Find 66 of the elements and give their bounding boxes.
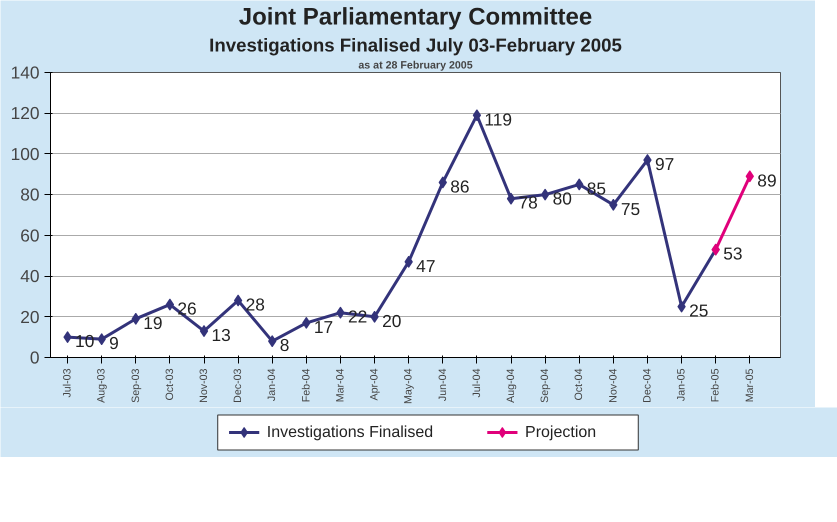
x-tick-label: Jul-03 [62,368,74,398]
x-tick-label: Feb-05 [710,368,722,402]
point [677,300,686,313]
point [370,310,379,323]
x-tick-label: Jun-04 [436,368,449,402]
y-tick-label: 100 [10,144,40,164]
x-tick-label: Jul-04 [470,368,483,398]
point [63,331,72,344]
data-label: 78 [518,192,538,213]
data-label: 25 [689,300,708,321]
y-tick-label: 80 [20,184,40,205]
point [200,325,208,338]
data-label: 80 [552,188,572,209]
legend-label: Projection [525,424,596,441]
x-tick-label: Apr-04 [368,368,381,400]
y-tick-label: 20 [20,306,40,327]
x-tick-label: Feb-04 [300,368,312,402]
data-label: 26 [177,298,197,319]
point [472,109,482,122]
x-tick-label: Sep-04 [539,368,552,403]
y-tick-label: 140 [10,62,40,82]
data-label: 13 [212,325,231,346]
point [234,294,242,306]
x-tick-label: Oct-04 [573,368,586,400]
x-tick-label: Jan-05 [676,368,688,402]
data-label: 9 [109,333,119,354]
x-tick-label: Sep-03 [130,368,142,403]
data-label: 17 [314,316,334,337]
x-tick-label: Oct-03 [164,368,176,400]
point [166,298,174,311]
data-label: 75 [620,198,640,219]
point [540,188,550,201]
data-label: 86 [450,176,470,196]
data-label: 89 [757,170,777,190]
chart-subtitle: Investigations Finalised July 03-February 2005 [209,34,622,56]
point [302,316,311,329]
data-label: 53 [723,244,742,264]
x-tick-label: Dec-03 [232,368,244,403]
x-tick-label: Nov-03 [198,368,210,403]
data-label: 8 [280,335,290,356]
x-tick-label: May-04 [402,368,415,404]
y-tick-label: 60 [20,225,40,246]
point [643,154,652,166]
data-label: 119 [484,109,512,130]
text: as at 28 February 2005 [358,60,473,72]
y-tick-label: 0 [30,348,40,368]
x-tick-label: Jan-04 [266,368,278,402]
x-tick-label: Nov-04 [607,368,620,403]
data-label: 28 [246,294,265,314]
x-tick-label: Mar-05 [744,368,756,402]
x-tick-label: Dec-04 [641,368,654,403]
chart-title: Joint Parliamentary Committee [238,4,592,30]
point [336,306,345,319]
y-tick-label: 120 [10,103,40,124]
point [506,192,516,205]
x-tick-label: Aug-04 [505,368,518,403]
data-label: 97 [654,154,674,174]
x-tick-label: Aug-03 [96,368,108,403]
data-label: 20 [382,310,402,331]
data-label: 85 [586,178,606,198]
data-label: 19 [143,312,163,333]
legend-label: Investigations Finalised [266,424,434,441]
y-tick-label: 40 [20,266,40,286]
point [609,198,618,211]
data-label: 47 [416,256,436,276]
x-tick-label: Mar-04 [334,368,346,402]
